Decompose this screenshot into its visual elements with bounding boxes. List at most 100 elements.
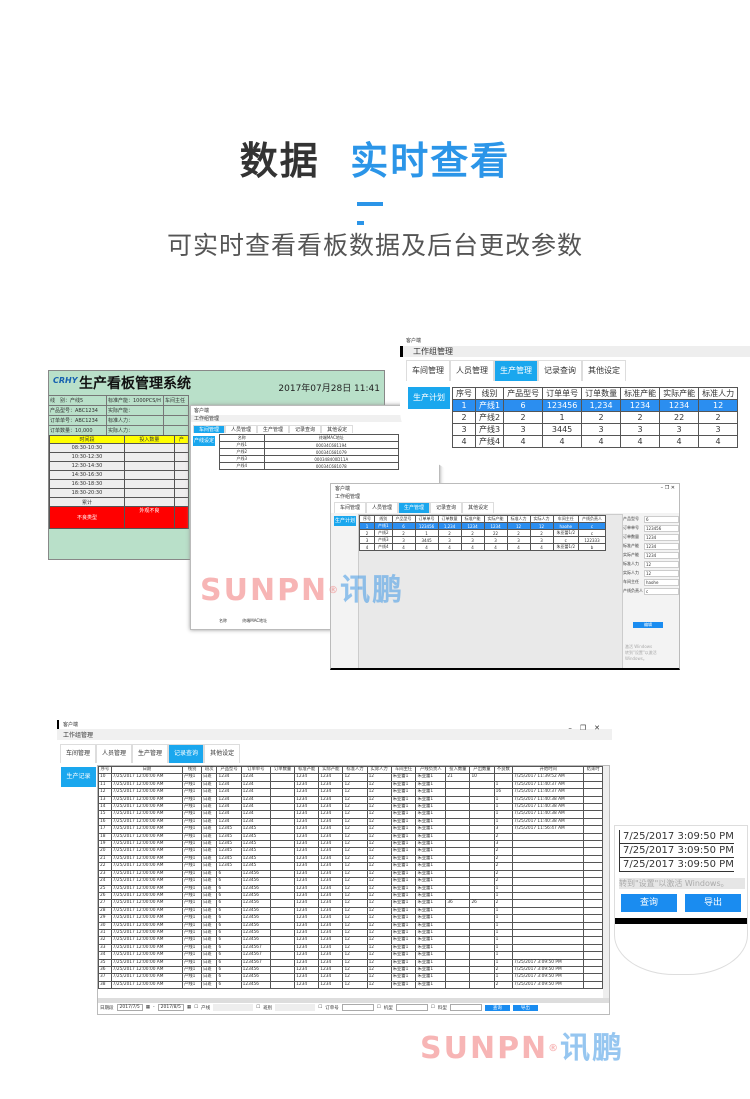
table-row[interactable]: 34 7/25/2017 12:00:00 AM 产线1 白班 6 1234567 1234… bbox=[98, 951, 603, 960]
table-row[interactable]: 产线1 00034C681194 bbox=[219, 441, 400, 449]
horizontal-scrollbar[interactable] bbox=[98, 998, 609, 1003]
table-row[interactable]: 38 7/25/2017 12:00:00 AM 产线1 白班 6 123456 1234 1… bbox=[98, 980, 603, 990]
table-row[interactable]: 37 7/25/2017 12:00:00 AM 产线1 白班 6 123456 1234 1… bbox=[98, 973, 603, 982]
table-row[interactable]: 2 产线2 2 1 2 2 22 2 bbox=[452, 411, 739, 424]
table-row[interactable]: 11 7/25/2017 12:00:00 AM 产线1 白班 1234 1234 1234… bbox=[98, 780, 603, 790]
tab-3[interactable]: 记录查询 bbox=[289, 425, 322, 433]
form-input[interactable]: haohe bbox=[644, 579, 679, 586]
table-row[interactable]: 27 7/25/2017 12:00:00 AM 产线1 白班 6 123456 1234 1… bbox=[98, 899, 603, 908]
table-row[interactable]: 30 7/25/2017 12:00:00 AM 产线1 白班 6 123456 1234 1… bbox=[98, 921, 603, 930]
table-row[interactable]: 21 7/25/2017 12:00:00 AM 产线1 白班 12345 12345 12… bbox=[98, 854, 603, 864]
model-input[interactable] bbox=[395, 1004, 428, 1011]
table-row[interactable]: 1 产线1 6 123456 1,234 1234 1234 12 bbox=[452, 399, 739, 412]
sidebar-line-settings[interactable]: 产线设定 bbox=[193, 436, 215, 446]
table-row[interactable]: 28 7/25/2017 12:00:00 AM 产线1 白班 6 123456 1234 1… bbox=[98, 906, 603, 916]
part-checkbox[interactable]: ☐ bbox=[430, 1005, 435, 1010]
tab-2[interactable]: 生产管理 bbox=[257, 425, 290, 433]
table-row[interactable]: 19 7/25/2017 12:00:00 AM 产线1 白班 12345 12345 12… bbox=[98, 840, 603, 849]
table-row[interactable]: 23 7/25/2017 12:00:00 AM 产线1 白班 6 123456 1234 1… bbox=[98, 869, 603, 879]
tab-1[interactable]: 人员管理 bbox=[366, 502, 399, 513]
close-button[interactable]: ✕ bbox=[670, 485, 675, 491]
tab-3[interactable]: 记录查询 bbox=[168, 744, 205, 763]
table-row[interactable]: 13 7/25/2017 12:00:00 AM 产线1 白班 1234 1234 1234… bbox=[98, 795, 603, 805]
line-checkbox[interactable]: ☐ bbox=[194, 1005, 199, 1010]
table-row[interactable]: 31 7/25/2017 12:00:00 AM 产线1 白班 6 123456 1234 1… bbox=[98, 928, 603, 938]
sidebar-production-records[interactable]: 生产记录 bbox=[61, 767, 96, 787]
table-row[interactable]: 12 7/25/2017 12:00:00 AM 产线1 白班 1234 1234 1234… bbox=[98, 788, 603, 797]
form-input[interactable]: 1234 bbox=[644, 543, 679, 550]
table-row[interactable]: 25 7/25/2017 12:00:00 AM 产线1 白班 6 123456 1234 1… bbox=[98, 884, 603, 893]
table-row[interactable]: 32 7/25/2017 12:00:00 AM 产线1 白班 6 123456 1234 1… bbox=[98, 936, 603, 945]
table-row[interactable]: 14 7/25/2017 12:00:00 AM 产线1 白班 1234 1234 1234… bbox=[98, 803, 603, 812]
order-input[interactable] bbox=[341, 1004, 374, 1011]
restore-button[interactable]: ❐ bbox=[579, 724, 595, 732]
form-input[interactable]: 6 bbox=[644, 516, 679, 523]
table-row[interactable]: 1 产线1 6 123456 1,234 1234 1234 12 12 haohe c bbox=[359, 522, 606, 530]
tab-4[interactable]: 其他设定 bbox=[204, 744, 241, 763]
table-row[interactable]: 33 7/25/2017 12:00:00 AM 产线1 白班 6 1234567 1234… bbox=[98, 943, 603, 953]
table-row[interactable]: 36 7/25/2017 12:00:00 AM 产线1 白班 6 123456 1234 1… bbox=[98, 965, 603, 975]
date-to-input[interactable]: 2017/8/5 bbox=[157, 1004, 184, 1011]
minimize-button[interactable]: – bbox=[660, 485, 664, 491]
tab-0[interactable]: 车间管理 bbox=[406, 360, 450, 381]
table-row[interactable]: 3 产线3 3 3445 3 3 3 3 bbox=[452, 423, 739, 436]
shift-checkbox[interactable]: ☐ bbox=[256, 1005, 261, 1010]
tab-4[interactable]: 其他设定 bbox=[582, 360, 626, 381]
model-checkbox[interactable]: ☐ bbox=[376, 1005, 381, 1010]
form-input[interactable]: 1234 bbox=[644, 534, 679, 541]
query-button[interactable]: 查询 bbox=[484, 1004, 510, 1011]
sidebar-production-plan[interactable]: 生产计划 bbox=[408, 387, 450, 409]
close-button[interactable]: ✕ bbox=[594, 724, 608, 732]
table-row[interactable]: 26 7/25/2017 12:00:00 AM 产线1 白班 6 123456 1234 1… bbox=[98, 891, 603, 901]
date-from-input[interactable]: 2017/7/5 bbox=[116, 1004, 143, 1011]
tab-3[interactable]: 记录查询 bbox=[430, 502, 463, 513]
export-button[interactable]: 导出 bbox=[512, 1004, 538, 1011]
sidebar-production-plan[interactable]: 生产计划 bbox=[334, 516, 356, 526]
table-row[interactable]: 4 产线4 4 4 4 4 4 4 4 朱亚蕾1/2 b bbox=[359, 543, 606, 551]
table-row[interactable]: 4 产线4 4 4 4 4 4 4 bbox=[452, 435, 739, 448]
table-row[interactable]: 24 7/25/2017 12:00:00 AM 产线1 白班 6 123456 1234 1… bbox=[98, 877, 603, 886]
shift-select[interactable] bbox=[275, 1004, 316, 1011]
table-row[interactable]: 10 7/25/2017 12:00:00 AM 产线1 白班 1234 1234 1234… bbox=[98, 773, 603, 782]
form-input[interactable]: 12 bbox=[644, 570, 679, 577]
tab-0[interactable]: 车间管理 bbox=[60, 744, 97, 763]
tab-4[interactable]: 其他设定 bbox=[321, 425, 354, 433]
form-input[interactable]: c bbox=[644, 588, 679, 595]
table-row[interactable]: 20 7/25/2017 12:00:00 AM 产线1 白班 12345 12345 12… bbox=[98, 847, 603, 856]
table-row[interactable]: 产线2 00034C681079 bbox=[219, 448, 400, 456]
tab-2[interactable]: 生产管理 bbox=[398, 502, 431, 513]
table-row[interactable]: 2 产线2 2 1 2 2 22 2 2 朱亚蕾1/2 c bbox=[359, 529, 606, 537]
calendar-icon[interactable]: ▦ bbox=[145, 1005, 150, 1010]
tab-1[interactable]: 人员管理 bbox=[225, 425, 258, 433]
tab-2[interactable]: 生产管理 bbox=[494, 360, 538, 381]
tab-4[interactable]: 其他设定 bbox=[462, 502, 495, 513]
line-select[interactable] bbox=[213, 1004, 254, 1011]
form-input[interactable]: 1234 bbox=[644, 552, 679, 559]
part-input[interactable] bbox=[449, 1004, 482, 1011]
order-checkbox[interactable]: ☐ bbox=[318, 1005, 323, 1010]
tab-3[interactable]: 记录查询 bbox=[538, 360, 582, 381]
export-button[interactable]: 导出 bbox=[685, 894, 741, 912]
edit-button[interactable]: 编辑 bbox=[633, 622, 663, 628]
restore-button[interactable]: ❐ bbox=[664, 485, 670, 491]
query-button[interactable]: 查询 bbox=[621, 894, 677, 912]
table-row[interactable]: 35 7/25/2017 12:00:00 AM 产线1 白班 6 1234567 1234… bbox=[98, 958, 603, 967]
table-row[interactable]: 18 7/25/2017 12:00:00 AM 产线1 白班 12345 12345 12… bbox=[98, 832, 603, 842]
minimize-button[interactable]: – bbox=[568, 724, 580, 732]
tab-2[interactable]: 生产管理 bbox=[132, 744, 169, 763]
tab-1[interactable]: 人员管理 bbox=[96, 744, 133, 763]
tab-0[interactable]: 车间管理 bbox=[334, 502, 367, 513]
table-row[interactable]: 16 7/25/2017 12:00:00 AM 产线1 白班 1234 1234 1234… bbox=[98, 817, 603, 827]
table-row[interactable]: 产线4 00034C681078 bbox=[219, 462, 400, 470]
calendar-icon[interactable]: ▦ bbox=[186, 1005, 192, 1010]
table-row[interactable]: 15 7/25/2017 12:00:00 AM 产线1 白班 1234 1234 1234… bbox=[98, 810, 603, 819]
table-row[interactable]: 产线3 000348400D11A bbox=[219, 455, 400, 463]
table-row[interactable]: 29 7/25/2017 12:00:00 AM 产线1 白班 6 123456 1234 1… bbox=[98, 914, 603, 923]
table-row[interactable]: 3 产线3 3 3445 3 3 3 3 3 c 122333 bbox=[359, 536, 606, 544]
table-row[interactable]: 17 7/25/2017 12:00:00 AM 产线1 白班 12345 12345 12… bbox=[98, 825, 603, 834]
vertical-scrollbar[interactable] bbox=[603, 766, 609, 998]
table-row[interactable]: 22 7/25/2017 12:00:00 AM 产线1 白班 12345 12345 12… bbox=[98, 862, 603, 871]
tab-0[interactable]: 车间管理 bbox=[193, 425, 226, 433]
form-input[interactable]: 123456 bbox=[644, 525, 679, 532]
form-input[interactable]: 12 bbox=[644, 561, 679, 568]
